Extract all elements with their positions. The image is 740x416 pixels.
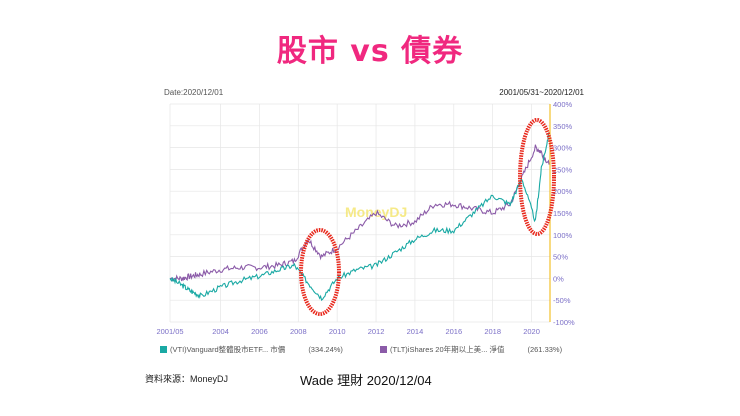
x-tick-label: 2004	[212, 327, 229, 336]
y-tick-label: 150%	[553, 209, 573, 218]
x-tick-label: 2001/05	[156, 327, 183, 336]
x-tick-label: 2016	[445, 327, 462, 336]
y-tick-label: 200%	[553, 187, 573, 196]
y-tick-label: -50%	[553, 296, 571, 305]
chart-date-label: Date:2020/12/01	[164, 88, 224, 97]
highlight-circle-2008	[299, 228, 341, 316]
y-tick-label: 350%	[553, 122, 573, 131]
legend-item-vti[interactable]: (VTI)Vanguard整體股市ETF... 市價 (334.24%)	[160, 344, 343, 355]
y-tick-label: 50%	[553, 253, 568, 262]
y-axis-labels: 400% 350% 300% 250% 200% 150% 100% 50% 0% -50% -10…	[553, 100, 575, 327]
vti-swatch-icon	[160, 346, 167, 353]
y-tick-label: 100%	[553, 231, 573, 240]
legend-label: (TLT)iShares 20年期以上美... 淨值	[390, 345, 505, 354]
x-tick-label: 2012	[368, 327, 385, 336]
vti-series-line	[169, 132, 550, 302]
x-tick-label: 2018	[484, 327, 501, 336]
author-footer: Wade 理財 2020/12/04	[300, 373, 432, 388]
source-note: 資料來源：MoneyDJ	[145, 374, 229, 384]
chart-range-label: 2001/05/31~2020/12/01	[499, 88, 584, 97]
y-tick-label: 400%	[553, 100, 573, 109]
legend-value: (334.24%)	[308, 345, 343, 354]
chart: Date:2020/12/01 2001/05/31~2020/12/01 40…	[150, 82, 590, 362]
y-tick-label: 0%	[553, 274, 564, 283]
y-tick-label: -100%	[553, 318, 575, 327]
slide-title: 股市 vs 債券	[276, 34, 464, 69]
tlt-swatch-icon	[380, 346, 387, 353]
y-tick-label: 250%	[553, 165, 573, 174]
x-tick-label: 2020	[523, 327, 540, 336]
highlight-circle-2020	[518, 118, 556, 236]
legend-item-tlt[interactable]: (TLT)iShares 20年期以上美... 淨值 (261.33%)	[380, 344, 562, 355]
x-axis-labels: 2001/05 2004 2006 2008 2010 2012 2014 2016 2018 2…	[156, 327, 539, 336]
legend-label: (VTI)Vanguard整體股市ETF... 市價	[170, 345, 286, 354]
x-tick-label: 2006	[251, 327, 268, 336]
legend-value: (261.33%)	[527, 345, 563, 354]
x-tick-label: 2014	[407, 327, 424, 336]
x-tick-label: 2008	[290, 327, 307, 336]
watermark: MoneyDJ	[345, 204, 407, 220]
y-tick-label: 300%	[553, 144, 573, 153]
line-plot: 400% 350% 300% 250% 200% 150% 100% 50% 0% -50% -10…	[156, 100, 575, 336]
x-tick-label: 2010	[329, 327, 346, 336]
